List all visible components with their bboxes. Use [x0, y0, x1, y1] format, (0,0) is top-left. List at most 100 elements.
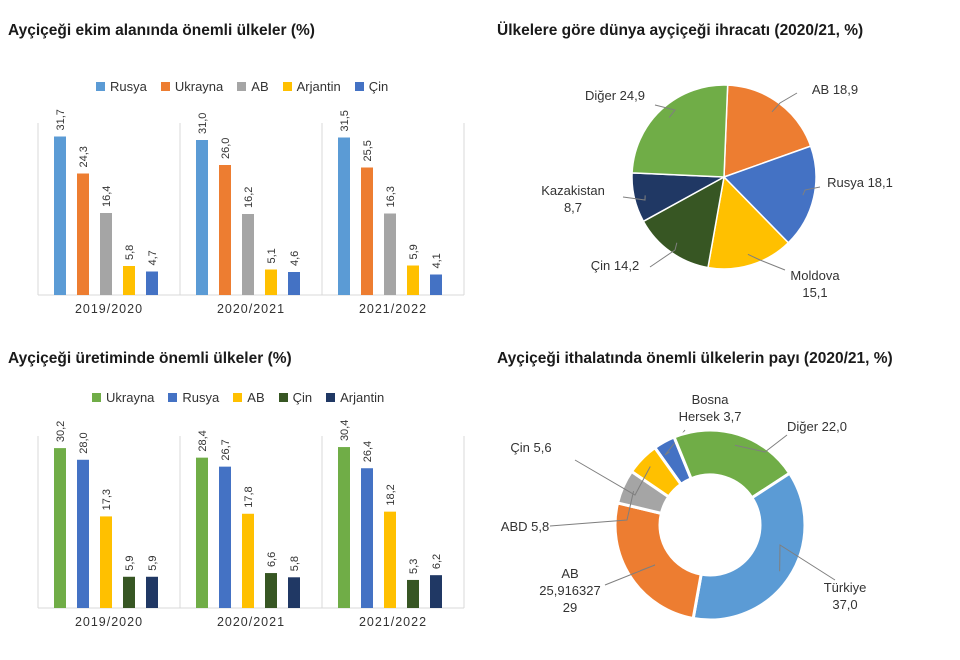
bar-ukrayna-2021-2022 — [338, 447, 350, 608]
slice-label: Diğer 24,9 — [585, 88, 645, 103]
data-label: 5,3 — [408, 559, 420, 574]
leader-line — [549, 491, 635, 527]
bar-rusya-2019-2020 — [77, 459, 89, 608]
bar-ukrayna-2019-2020 — [54, 448, 66, 608]
bar-ukrayna-2019-2020 — [77, 173, 89, 295]
bar-cin-2020-2021 — [265, 573, 277, 608]
ihracat-chart-title: Ülkelere göre dünya ayçiçeği ihracatı (2… — [497, 22, 864, 39]
legend-swatch — [354, 82, 364, 91]
data-label: 31,7 — [55, 109, 67, 130]
leader-line — [747, 253, 786, 271]
data-label: 18,2 — [385, 484, 397, 505]
slice-label: 15,1 — [802, 285, 827, 300]
ekim-bar-chart: 31,7 24,3 16,4 5,8 4,7 2019/2020 31,0 26,0 16,2 5… — [37, 109, 465, 316]
data-label: 6,2 — [431, 554, 443, 569]
data-label: 30,4 — [339, 420, 351, 441]
slice-label: AB 18,9 — [812, 82, 858, 97]
legend-swatch — [96, 82, 105, 91]
slice-label: 29 — [563, 600, 577, 615]
legend-item-cin: Çin — [354, 79, 388, 94]
bar-cin-2020-2021 — [288, 272, 300, 295]
ekim-chart-title: Ayçiçeği ekim alanında önemli ülkeler (%… — [8, 22, 315, 39]
bar-ukrayna-2020-2021 — [196, 457, 208, 608]
leader-line — [622, 195, 646, 201]
legend-swatch — [233, 393, 243, 402]
legend-item-rusya: Rusya — [96, 79, 147, 94]
legend-item-ukrayna: Ukrayna — [92, 390, 154, 405]
legend-swatch — [160, 82, 170, 91]
category-label: 2019/2020 — [75, 615, 143, 629]
bar-ab-2020-2021 — [242, 214, 254, 295]
data-label: 4,7 — [147, 250, 159, 265]
leader-line — [654, 104, 676, 118]
data-label: 31,5 — [339, 110, 351, 131]
data-label: 25,5 — [362, 140, 374, 161]
leader-line — [734, 434, 788, 453]
data-label: 26,7 — [220, 439, 232, 460]
legend-swatch — [237, 82, 247, 91]
uretim-legend: Ukrayna Rusya AB Çin Arjantin — [92, 390, 384, 405]
data-label: 26,0 — [220, 138, 232, 159]
legend-item-ab: AB — [233, 390, 265, 405]
data-label: 5,8 — [289, 556, 301, 571]
legend-label: Ukrayna — [106, 390, 155, 405]
leader-line — [604, 564, 656, 586]
category-label: 2021/2022 — [359, 615, 427, 629]
slice-label: Çin 14,2 — [591, 258, 639, 273]
category-label: 2019/2020 — [75, 302, 143, 316]
ihracat-pie-chart: AB 18,9 Rusya 18,1 Moldova 15,1 Çin 14,2 Kaza… — [541, 82, 893, 300]
slice-moldova — [707, 175, 790, 270]
slice-cin — [642, 175, 726, 269]
slice-ab — [723, 84, 812, 179]
slice-rusya — [722, 145, 817, 244]
bar-ab-2019-2020 — [100, 213, 112, 295]
leader-line — [771, 92, 798, 113]
bar-rusya-2020-2021 — [196, 140, 208, 295]
leader-line — [649, 242, 678, 268]
bar-ukrayna-2020-2021 — [219, 165, 231, 295]
data-label: 5,1 — [266, 248, 278, 263]
legend-label: Rusya — [110, 79, 147, 94]
legend-label: Çin — [292, 390, 313, 405]
bar-arjantin-2021-2022 — [407, 265, 419, 295]
slice-label: Türkiye — [824, 580, 867, 595]
category-label: 2020/2021 — [217, 615, 285, 629]
legend-label: Arjantin — [296, 79, 341, 94]
legend-label: AB — [251, 79, 269, 94]
legend-item-ab: AB — [237, 79, 269, 94]
bar-arjantin-2020-2021 — [288, 577, 300, 608]
bar-ab-2019-2020 — [100, 516, 112, 608]
legend-label: Ukrayna — [174, 79, 224, 94]
legend-label: AB — [247, 390, 265, 405]
uretim-chart-title: Ayçiçeği üretiminde önemli ülkeler (%) — [8, 350, 292, 367]
bar-arjantin-2019-2020 — [123, 266, 135, 295]
data-label: 4,1 — [431, 253, 443, 268]
leader-line — [779, 544, 836, 581]
slice-cin — [629, 445, 684, 499]
bar-cin-2021-2022 — [430, 274, 442, 295]
legend-swatch — [326, 393, 336, 402]
legend-swatch — [168, 393, 178, 402]
data-label: 16,3 — [385, 186, 397, 207]
bar-ab-2020-2021 — [242, 513, 254, 608]
bar-rusya-2019-2020 — [54, 136, 66, 295]
data-label: 24,3 — [78, 146, 90, 167]
bar-arjantin-2021-2022 — [430, 575, 442, 608]
slice-ab — [613, 501, 703, 621]
slice-label: Moldova — [790, 268, 840, 283]
bar-rusya-2020-2021 — [219, 466, 231, 608]
data-label: 30,2 — [55, 421, 67, 442]
data-label: 16,4 — [101, 186, 113, 207]
legend-item-arjantin: Arjantin — [282, 79, 341, 94]
category-label: 2020/2021 — [217, 302, 285, 316]
ithalat-doughnut-chart: Bosna Hersek 3,7 Diğer 22,0 Türkiye 37,0 AB 25… — [501, 392, 867, 622]
legend-swatch — [92, 393, 101, 402]
bar-ukrayna-2021-2022 — [361, 167, 373, 295]
leader-line — [574, 459, 651, 496]
data-label: 5,9 — [408, 244, 420, 259]
data-label: 28,4 — [197, 430, 209, 451]
data-label: 5,9 — [124, 555, 136, 570]
slice-label: Rusya 18,1 — [827, 175, 893, 190]
legend-label: Arjantin — [340, 390, 385, 405]
data-label: 16,2 — [243, 187, 255, 208]
